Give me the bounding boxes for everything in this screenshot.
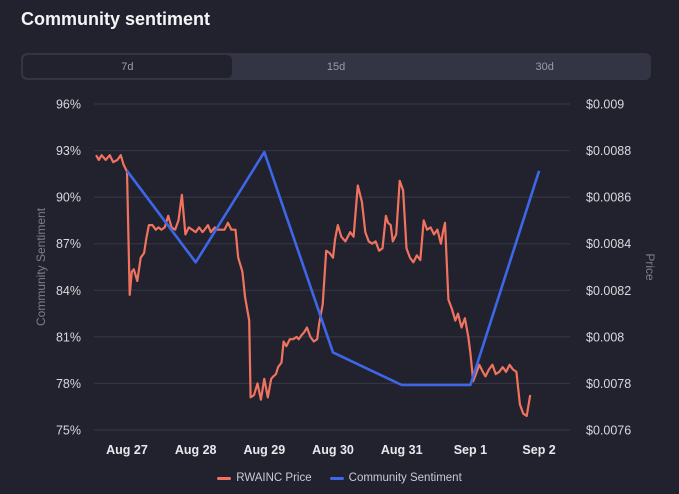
left-tick-label: 81%	[56, 330, 81, 344]
page-title: Community sentiment	[21, 9, 211, 29]
sentiment-swatch-icon	[329, 476, 344, 480]
right-tick-label: $0.0084	[586, 237, 631, 251]
right-tick-label: $0.0086	[586, 191, 631, 205]
left-tick-label: 90%	[56, 191, 81, 205]
left-tick-label: 75%	[56, 424, 81, 438]
left-tick-label: 87%	[56, 237, 81, 251]
right-tick-label: $0.0078	[586, 377, 631, 391]
left-tick-label: 93%	[56, 144, 81, 158]
tab-15d[interactable]: 15d	[326, 60, 346, 73]
time-range-tabs: 7d 15d 30d	[21, 53, 651, 80]
left-axis: 96% 93% 90% 87% 84% 81% 78% 75%	[56, 98, 81, 438]
tab-7d[interactable]: 7d	[23, 55, 232, 78]
left-axis-title: Community Sentiment	[34, 207, 48, 326]
sentiment-series-line	[125, 150, 541, 387]
x-tick-label: Sep 1	[454, 443, 487, 457]
right-tick-label: $0.009	[586, 98, 624, 112]
legend-item-price[interactable]: RWAINC Price	[217, 472, 312, 484]
right-axis: $0.009 $0.0088 $0.0086 $0.0084 $0.0082 $0.008…	[586, 98, 631, 438]
left-tick-label: 84%	[56, 284, 81, 298]
tab-30d[interactable]: 30d	[535, 60, 554, 73]
x-tick-label: Aug 29	[243, 443, 285, 457]
price-swatch-icon	[217, 476, 232, 480]
x-tick-label: Aug 30	[312, 443, 354, 457]
x-axis: Aug 27 Aug 28 Aug 29 Aug 30 Aug 31 Sep 1 Sep 2	[106, 443, 556, 457]
legend-label-price: RWAINC Price	[236, 472, 312, 484]
x-tick-label: Sep 2	[522, 443, 555, 457]
grid-lines	[94, 103, 570, 431]
right-tick-label: $0.0076	[586, 424, 631, 438]
left-tick-label: 96%	[56, 98, 81, 112]
price-series-line	[95, 154, 532, 418]
right-tick-label: $0.008	[586, 330, 624, 344]
right-axis-title: Price	[643, 253, 657, 281]
right-tick-label: $0.0082	[586, 284, 631, 298]
x-tick-label: Aug 28	[175, 443, 217, 457]
legend-item-sentiment[interactable]: Community Sentiment	[329, 472, 462, 484]
left-tick-label: 78%	[56, 377, 81, 391]
x-tick-label: Aug 31	[381, 443, 423, 457]
right-tick-label: $0.0088	[586, 144, 631, 158]
x-tick-label: Aug 27	[106, 443, 148, 457]
legend-label-sentiment: Community Sentiment	[348, 472, 462, 484]
chart-legend: RWAINC Price Community Sentiment	[0, 472, 679, 484]
